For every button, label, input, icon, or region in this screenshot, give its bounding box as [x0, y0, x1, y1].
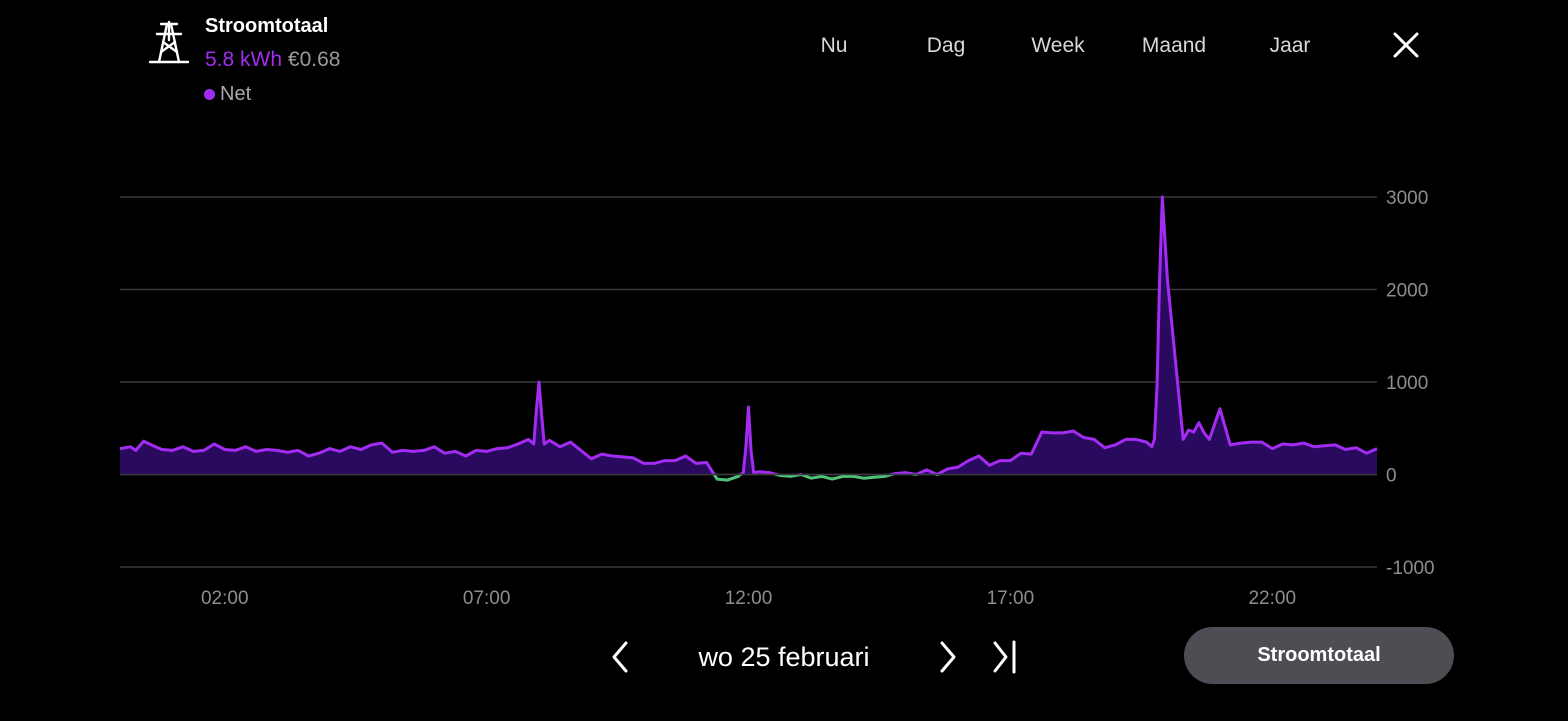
period-tabs: Nu Dag Week Maand Jaar [790, 20, 1340, 71]
energy-summary: 5.8 kWh €0.68 [205, 48, 340, 72]
tab-jaar[interactable]: Jaar [1269, 34, 1311, 57]
next-day-button[interactable] [928, 632, 968, 682]
source-select-button[interactable]: Stroomtotaal [1184, 627, 1454, 684]
date-navigation: wo 25 februari [600, 632, 1030, 682]
tab-week[interactable]: Week [1031, 34, 1085, 57]
chevron-right-icon [940, 641, 956, 673]
energy-value: 5.8 [205, 48, 235, 71]
chart-legend: Net [204, 83, 251, 106]
x-tick-label: 22:00 [1248, 588, 1296, 609]
energy-cost: €0.68 [287, 48, 341, 71]
x-tick-label: 17:00 [987, 588, 1035, 609]
previous-day-button[interactable] [600, 632, 640, 682]
chevron-left-icon [612, 641, 628, 673]
tab-maand[interactable]: Maand [1141, 34, 1207, 57]
last-day-button[interactable] [985, 632, 1025, 682]
x-tick-label: 12:00 [725, 588, 773, 609]
tab-nu[interactable]: Nu [820, 34, 848, 57]
y-tick-label: 2000 [1386, 281, 1428, 302]
legend-label: Net [220, 83, 252, 105]
current-date: wo 25 februari [698, 642, 870, 672]
legend-dot-icon [204, 89, 215, 100]
y-tick-label: 1000 [1386, 373, 1428, 394]
y-tick-label: 0 [1386, 466, 1397, 487]
power-chart: 3000 2000 1000 0 -1000 02:00 07:00 12:00 17:00 22… [119, 188, 1435, 609]
energy-unit: kWh [240, 48, 283, 71]
tab-dag[interactable]: Dag [926, 34, 966, 57]
skip-to-end-icon [993, 640, 1016, 674]
x-tick-label: 07:00 [463, 588, 511, 609]
page-title: Stroomtotaal [205, 15, 329, 37]
y-tick-label: 3000 [1386, 188, 1428, 209]
power-pylon-icon [147, 20, 191, 66]
consumption-line [119, 195, 1378, 475]
x-tick-label: 02:00 [201, 588, 249, 609]
close-button[interactable] [1388, 27, 1424, 63]
y-tick-label: -1000 [1386, 558, 1435, 579]
close-icon [1393, 32, 1419, 58]
